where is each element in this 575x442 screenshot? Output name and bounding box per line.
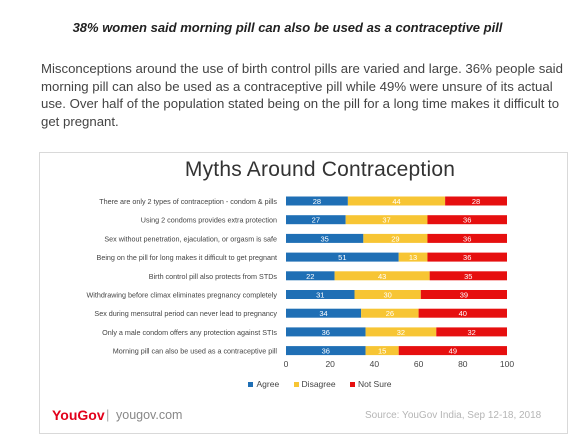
data-label-not-sure: 36	[463, 234, 471, 243]
legend-label-agree: Agree	[256, 379, 280, 389]
data-label-not-sure: 32	[467, 328, 475, 337]
bar-segment-agree	[286, 252, 399, 262]
category-label: Being on the pill for long makes it diff…	[97, 253, 277, 262]
data-label-agree: 36	[322, 328, 330, 337]
data-label-disagree: 15	[378, 347, 386, 356]
x-tick-label: 20	[325, 359, 335, 369]
data-label-not-sure: 35	[464, 272, 472, 281]
category-label: Only a male condom offers any protection…	[102, 328, 277, 337]
data-label-agree: 27	[312, 216, 320, 225]
source-note: Source: YouGov India, Sep 12-18, 2018	[365, 410, 542, 421]
data-label-not-sure: 28	[472, 197, 480, 206]
data-label-disagree: 29	[391, 234, 399, 243]
bar-segment-not-sure	[436, 327, 507, 337]
bar-segment-disagree	[398, 252, 428, 262]
bar-segment-not-sure	[445, 196, 507, 206]
data-label-disagree: 32	[397, 328, 405, 337]
bar-segment-not-sure	[427, 252, 507, 262]
category-label: There are only 2 types of contraception …	[99, 197, 277, 206]
x-tick-label: 40	[370, 359, 380, 369]
bar-segment-disagree	[361, 308, 419, 318]
legend: Agree Disagree Not Sure	[0, 379, 575, 389]
bar-segment-agree	[286, 346, 366, 356]
bar-segment-not-sure	[398, 346, 507, 356]
legend-label-disagree: Disagree	[301, 379, 336, 389]
bar-segment-not-sure	[420, 290, 507, 299]
brand-separator: |	[106, 407, 110, 422]
x-tick-label: 60	[414, 359, 424, 369]
intro-paragraph: Misconceptions around the use of birth c…	[41, 61, 563, 129]
brand-url-link[interactable]: yougov.com	[116, 408, 183, 422]
data-label-disagree: 26	[386, 309, 394, 318]
bar-segment-agree	[286, 327, 366, 337]
legend-swatch-disagree	[293, 382, 299, 388]
data-label-agree: 22	[306, 272, 314, 281]
yougov-logo[interactable]: YouGov	[52, 407, 105, 423]
bar-segment-agree	[286, 271, 335, 281]
category-label: Using 2 condoms provides extra protectio…	[141, 216, 277, 225]
data-label-agree: 36	[322, 347, 330, 356]
bar-segment-disagree	[365, 346, 399, 356]
category-label: Sex without penetration, ejaculation, or…	[104, 234, 277, 243]
x-tick-label: 0	[284, 359, 289, 369]
bar-segment-not-sure	[427, 233, 507, 243]
bar-segment-disagree	[363, 233, 428, 243]
bar-segment-disagree	[334, 271, 430, 281]
bar-segment-not-sure	[418, 308, 507, 318]
data-label-disagree: 13	[409, 253, 417, 262]
x-tick-label: 80	[458, 359, 468, 369]
data-label-not-sure: 40	[459, 309, 467, 318]
data-label-agree: 31	[316, 291, 324, 300]
bar-segment-agree	[286, 215, 346, 225]
bar-segment-disagree	[365, 327, 437, 337]
data-label-disagree: 43	[378, 272, 386, 281]
data-label-not-sure: 36	[463, 216, 471, 225]
legend-item-not-sure: Not Sure	[349, 379, 392, 389]
data-label-not-sure: 36	[463, 253, 471, 262]
bar-segment-not-sure	[429, 271, 507, 281]
chart-title: Myths Around Contraception	[184, 158, 456, 181]
category-label: Birth control pill also protects from ST…	[149, 272, 278, 281]
bar-segment-agree	[286, 196, 348, 206]
data-label-disagree: 30	[383, 291, 391, 300]
category-label: Sex during mensutral period can never le…	[94, 309, 277, 318]
data-label-agree: 28	[313, 197, 321, 206]
bar-segment-agree	[286, 290, 355, 299]
legend-item-agree: Agree	[248, 379, 279, 389]
bar-segment-disagree	[345, 215, 428, 225]
bar-segment-disagree	[347, 196, 446, 206]
data-label-disagree: 44	[392, 197, 400, 206]
headline: 38% women said morning pill can also be …	[72, 20, 503, 35]
data-label-agree: 51	[338, 253, 346, 262]
data-label-not-sure: 49	[449, 347, 457, 356]
bar-segment-not-sure	[427, 215, 507, 225]
bars-layer: There are only 2 types of contraception …	[86, 196, 514, 369]
category-label: Withdrawing before climax eliminates pre…	[86, 291, 277, 300]
legend-swatch-agree	[248, 382, 254, 388]
legend-label-not-sure: Not Sure	[357, 379, 392, 389]
bar-segment-disagree	[354, 290, 421, 299]
legend-swatch-not-sure	[349, 382, 355, 388]
data-label-not-sure: 39	[460, 291, 468, 300]
bar-segment-agree	[286, 233, 364, 243]
x-tick-label: 100	[500, 359, 514, 369]
bar-segment-agree	[286, 308, 362, 318]
legend-item-disagree: Disagree	[293, 379, 336, 389]
data-label-disagree: 37	[382, 216, 390, 225]
category-label: Morning pill can also be used as a contr…	[113, 347, 278, 356]
data-label-agree: 34	[319, 309, 327, 318]
data-label-agree: 35	[321, 234, 329, 243]
